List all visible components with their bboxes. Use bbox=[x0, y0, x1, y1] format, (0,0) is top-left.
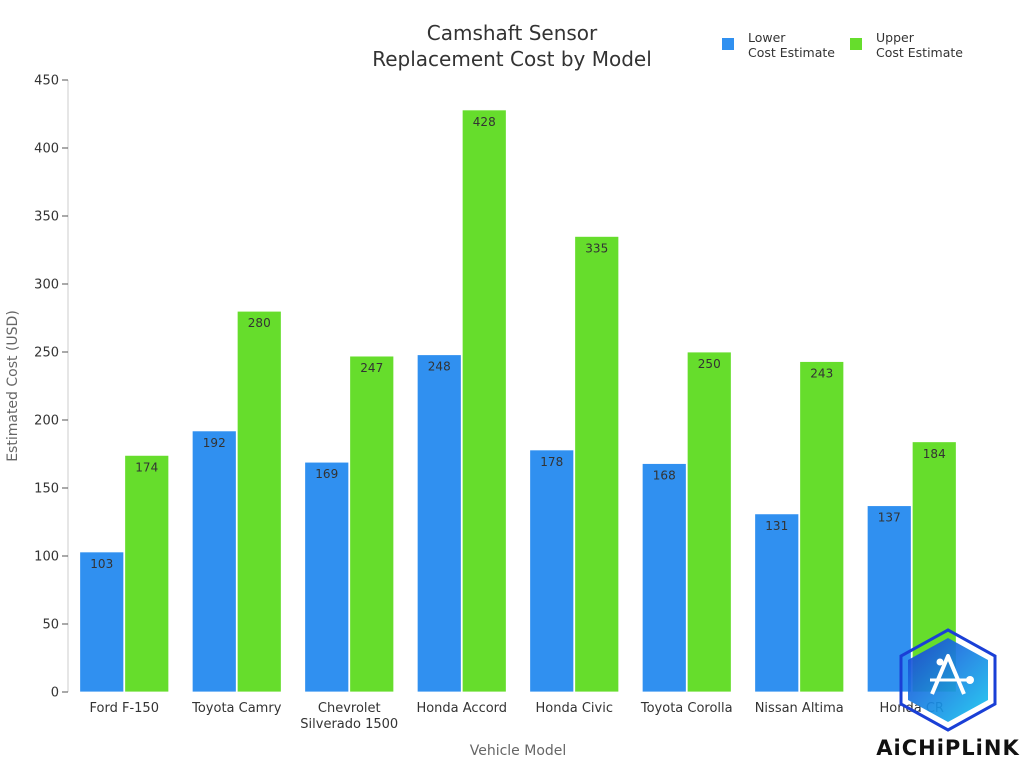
text-line: Toyota Camry bbox=[191, 701, 282, 716]
data-label: 103 bbox=[90, 557, 113, 571]
watermark-logo bbox=[899, 628, 997, 732]
y-tick-label: 100 bbox=[34, 550, 59, 565]
text-line: Lower bbox=[748, 30, 786, 45]
data-label: 248 bbox=[428, 360, 451, 374]
text-line: Honda Civic bbox=[536, 701, 613, 716]
legend-swatch bbox=[850, 38, 862, 50]
y-tick-label: 200 bbox=[34, 414, 59, 429]
data-label: 168 bbox=[653, 469, 676, 483]
x-tick-label: Toyota Corolla bbox=[640, 701, 733, 716]
text-line: Camshaft Sensor bbox=[427, 21, 598, 45]
data-label: 247 bbox=[360, 361, 383, 375]
legend-label: Upper Cost Estimate bbox=[876, 30, 963, 60]
text-line: Silverado 1500 bbox=[300, 717, 398, 732]
bar-lower-2 bbox=[304, 461, 350, 693]
watermark-text: AiCHiPLiNK bbox=[876, 736, 1019, 760]
data-label: 178 bbox=[540, 455, 563, 469]
data-label: 137 bbox=[878, 511, 901, 525]
data-label: 250 bbox=[698, 357, 721, 371]
x-tick-label: Ford F-150 bbox=[90, 701, 159, 716]
bar-lower-4 bbox=[529, 449, 575, 693]
y-tick-label: 150 bbox=[34, 482, 59, 497]
bar-lower-0 bbox=[79, 551, 125, 693]
logo-circuit-node bbox=[936, 658, 944, 666]
data-label: 280 bbox=[248, 316, 271, 330]
legend-label: Lower Cost Estimate bbox=[748, 30, 835, 60]
text-line: Cost Estimate bbox=[748, 45, 835, 60]
bar-upper-4 bbox=[574, 235, 620, 693]
x-tick-label: Honda Civic bbox=[536, 701, 613, 716]
bar-lower-1 bbox=[191, 430, 237, 693]
text-line: Cost Estimate bbox=[876, 45, 963, 60]
text-line: Chevrolet bbox=[318, 701, 381, 716]
text-line: Ford F-150 bbox=[90, 701, 159, 716]
data-label: 192 bbox=[203, 436, 226, 450]
bar-lower-6 bbox=[754, 513, 800, 693]
y-axis-label: Estimated Cost (USD) bbox=[5, 310, 21, 462]
bar-lower-5 bbox=[641, 463, 687, 693]
y-tick-label: 250 bbox=[34, 346, 59, 361]
bar-upper-2 bbox=[349, 355, 395, 693]
bar-lower-7 bbox=[866, 505, 912, 693]
data-label: 243 bbox=[810, 367, 833, 381]
chart-title: Camshaft Sensor Replacement Cost by Model bbox=[372, 21, 652, 71]
data-label: 428 bbox=[473, 115, 496, 129]
text-line: Replacement Cost by Model bbox=[372, 47, 652, 71]
data-label: 131 bbox=[765, 519, 788, 533]
x-tick-label: Nissan Altima bbox=[755, 701, 844, 716]
bar-upper-1 bbox=[236, 310, 282, 693]
y-tick-label: 300 bbox=[34, 278, 59, 293]
x-axis-label: Vehicle Model bbox=[470, 743, 567, 759]
text-line: Upper bbox=[876, 30, 915, 45]
x-tick-label: Honda Accord bbox=[416, 701, 507, 716]
data-label: 174 bbox=[135, 460, 158, 474]
y-tick-label: 450 bbox=[34, 74, 59, 89]
logo-circuit-node bbox=[966, 676, 974, 684]
x-tick-label: Chevrolet Silverado 1500 bbox=[300, 701, 398, 732]
bar-upper-3 bbox=[461, 109, 507, 693]
legend-swatch bbox=[722, 38, 734, 50]
text-line: Nissan Altima bbox=[755, 701, 844, 716]
x-tick-label: Toyota Camry bbox=[191, 701, 282, 716]
data-label: 169 bbox=[315, 467, 338, 481]
data-label: 335 bbox=[585, 241, 608, 255]
bar-lower-3 bbox=[416, 354, 462, 693]
bar-upper-6 bbox=[799, 361, 845, 693]
text-line: Honda Accord bbox=[416, 701, 507, 716]
logo-hexagon-outer bbox=[899, 628, 997, 732]
y-tick-label: 400 bbox=[34, 142, 59, 157]
y-tick-label: 350 bbox=[34, 210, 59, 225]
text-line: Toyota Corolla bbox=[640, 701, 733, 716]
data-label: 184 bbox=[923, 447, 946, 461]
y-tick-label: 0 bbox=[51, 686, 59, 701]
bar-upper-5 bbox=[686, 351, 732, 693]
bar-upper-0 bbox=[124, 454, 170, 693]
y-tick-label: 50 bbox=[42, 618, 59, 633]
